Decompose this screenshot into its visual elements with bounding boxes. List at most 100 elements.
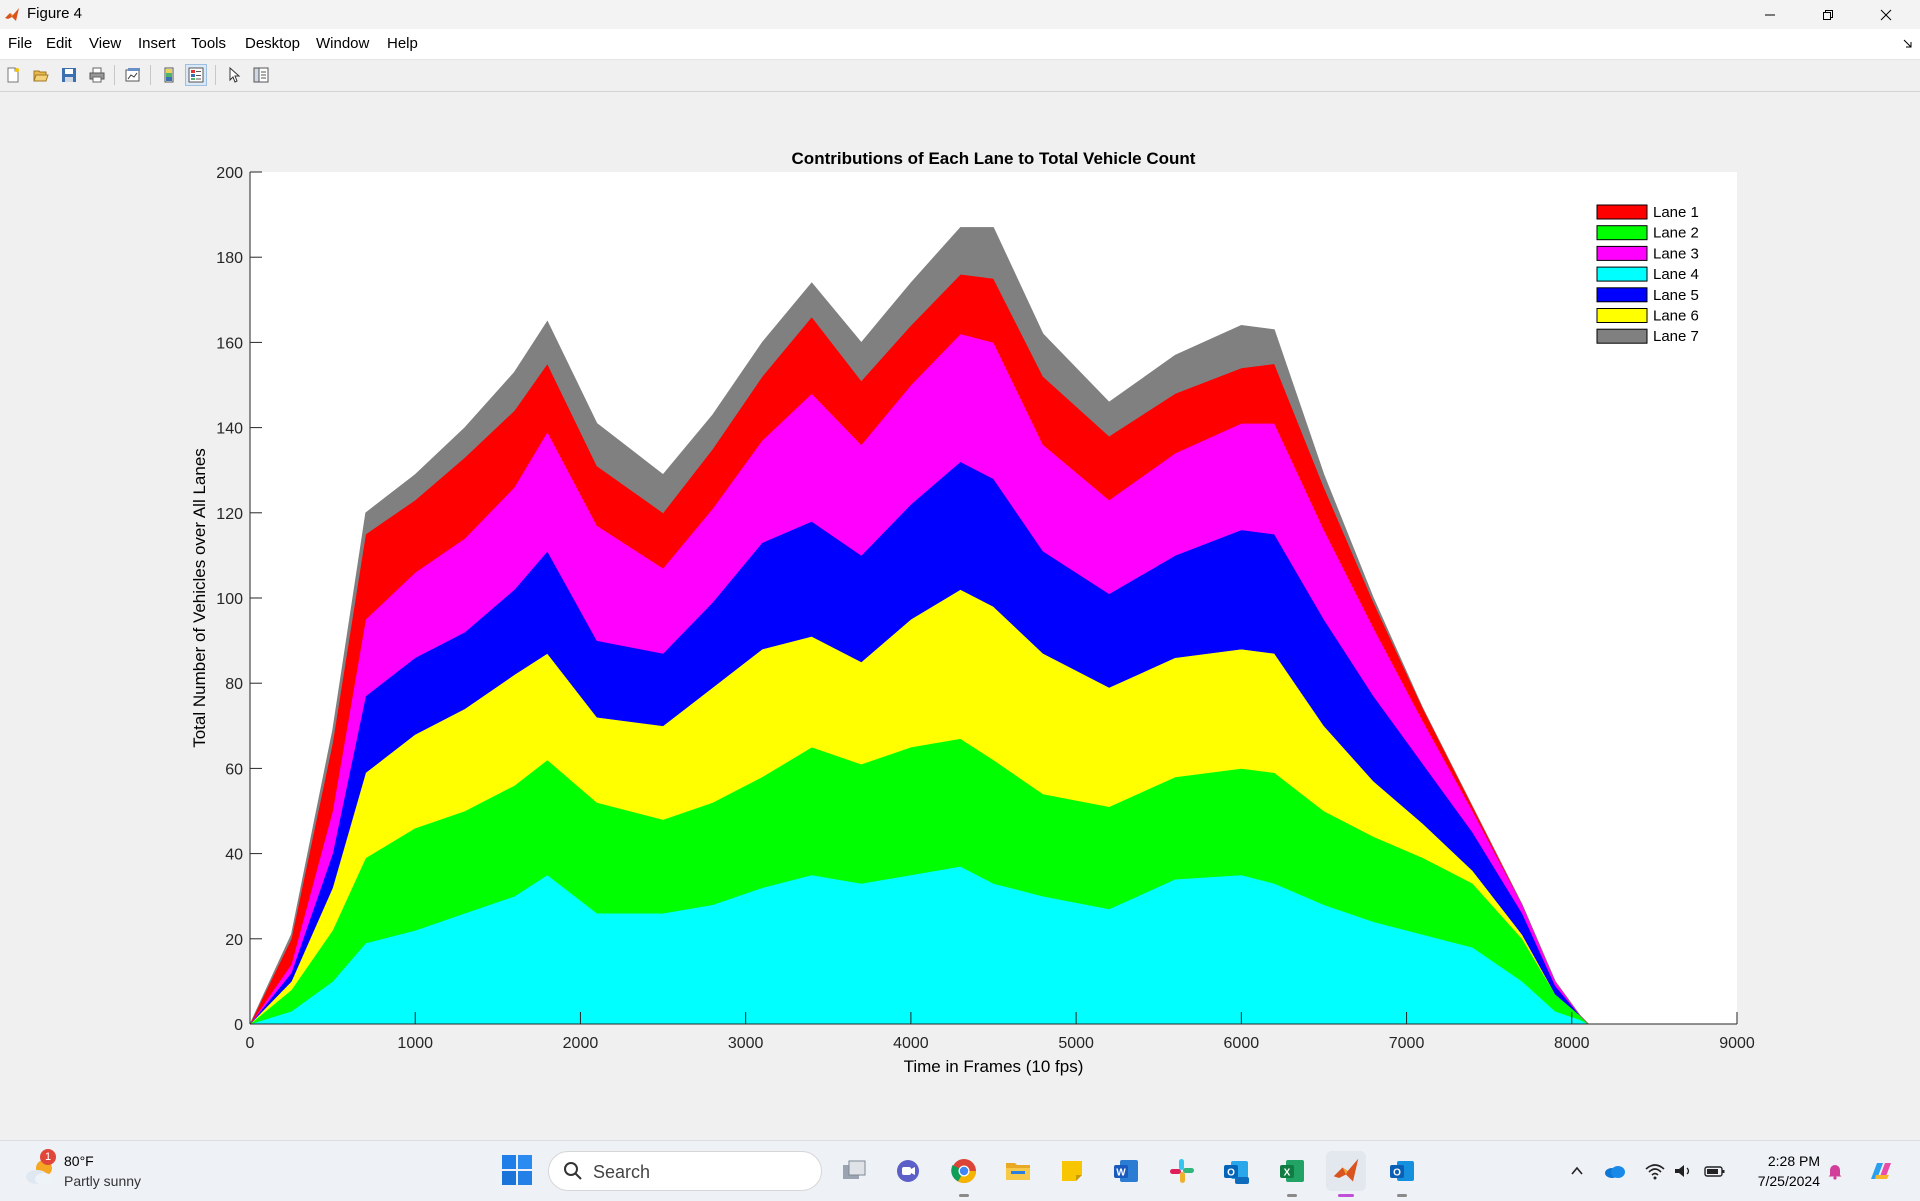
search-icon	[564, 1162, 582, 1180]
legend-label-lane-1: Lane 1	[1653, 204, 1699, 221]
file-explorer-app[interactable]	[998, 1151, 1038, 1191]
save-button[interactable]	[58, 64, 80, 86]
menu-window[interactable]: Window	[316, 35, 370, 52]
print-icon	[89, 67, 105, 83]
close-icon	[1880, 9, 1892, 20]
window-title: Figure 4	[27, 5, 83, 22]
new-figure-button[interactable]	[2, 64, 24, 86]
running-indicator	[1338, 1194, 1354, 1197]
chevron-up-icon	[1571, 1166, 1583, 1175]
slack-app[interactable]	[1162, 1151, 1202, 1191]
chrome-app[interactable]	[944, 1151, 984, 1197]
legend-label-lane-2: Lane 2	[1653, 225, 1699, 242]
teams-chat-button[interactable]	[888, 1151, 928, 1191]
menu-tools[interactable]: Tools	[191, 35, 227, 52]
windows-start-icon[interactable]	[500, 1153, 534, 1187]
toolbar	[0, 60, 1920, 92]
volume-button[interactable]	[1672, 1159, 1696, 1183]
svg-text:O: O	[1393, 1168, 1401, 1179]
taskbar-search-input[interactable]: Search	[548, 1151, 822, 1191]
legend-label-lane-5: Lane 5	[1653, 287, 1699, 304]
axes-group: 0 1000 2000 3000 4000 5000 6000 7000 8000 9000 0 20…	[216, 165, 1755, 1052]
edit-plot-button[interactable]	[223, 64, 245, 86]
y-tick-label: 140	[216, 421, 243, 438]
menu-view[interactable]: View	[89, 35, 122, 52]
menu-edit[interactable]: Edit	[46, 35, 72, 52]
running-indicator	[1397, 1194, 1407, 1197]
onedrive-button[interactable]	[1603, 1159, 1627, 1183]
menu-insert[interactable]: Insert	[138, 35, 176, 52]
open-file-button[interactable]	[30, 64, 52, 86]
print-button[interactable]	[86, 64, 108, 86]
x-tick-label: 9000	[1719, 1035, 1755, 1052]
property-inspector-icon	[253, 67, 269, 83]
colorbar-icon	[164, 67, 174, 83]
x-tick-label: 1000	[397, 1035, 433, 1052]
y-tick-label: 200	[216, 165, 243, 182]
restore-icon	[1823, 9, 1833, 20]
copilot-button[interactable]	[1866, 1159, 1896, 1183]
slack-icon	[1170, 1159, 1194, 1183]
restore-button[interactable]	[1799, 0, 1857, 29]
legend-swatch-lane-3	[1596, 245, 1648, 261]
x-tick-label: 8000	[1554, 1035, 1590, 1052]
search-placeholder: Search	[593, 1162, 651, 1182]
weather-widget[interactable]: 1 80°F Partly sunny	[22, 1149, 222, 1193]
chart-title: Contributions of Each Lane to Total Vehi…	[792, 149, 1196, 168]
excel-app[interactable]: X	[1272, 1151, 1312, 1197]
legend-button[interactable]	[185, 64, 207, 86]
outlook-new-icon: O	[1224, 1161, 1249, 1184]
dock-arrow-icon[interactable]	[1903, 39, 1913, 49]
running-indicator	[959, 1194, 969, 1197]
legend[interactable]: Lane 1 Lane 2 Lane 3 Lane 4 Lane 5 Lane 6 Lane…	[1592, 199, 1700, 354]
clock-date: 7/25/2024	[1757, 1173, 1820, 1189]
sticky-notes-app[interactable]	[1052, 1151, 1092, 1191]
minimize-button[interactable]	[1741, 0, 1799, 29]
title-bar: Figure 4	[0, 0, 1920, 29]
task-view-icon	[843, 1160, 866, 1179]
outlook-new-app[interactable]: O	[1216, 1151, 1256, 1191]
y-tick-label: 160	[216, 335, 243, 352]
show-hidden-icons-button[interactable]	[1565, 1159, 1589, 1183]
word-app[interactable]: W	[1106, 1151, 1146, 1191]
battery-button[interactable]	[1703, 1159, 1727, 1183]
area-series-group	[249, 227, 1737, 1025]
menu-help[interactable]: Help	[387, 35, 418, 52]
menu-file[interactable]: File	[8, 35, 33, 52]
menu-desktop[interactable]: Desktop	[245, 35, 301, 52]
weather-badge: 1	[40, 1149, 56, 1165]
y-tick-label: 180	[216, 250, 243, 267]
network-button[interactable]	[1643, 1159, 1667, 1183]
menu-bar: File Edit View Insert Tools Desktop Wind…	[0, 29, 1920, 60]
y-tick-label: 120	[216, 506, 243, 523]
chat-icon	[897, 1160, 919, 1182]
close-button[interactable]	[1857, 0, 1915, 29]
legend-swatch-lane-6	[1596, 308, 1648, 323]
x-tick-label: 2000	[563, 1035, 599, 1052]
colorbar-button[interactable]	[158, 64, 180, 86]
outlook-app[interactable]: O	[1382, 1151, 1422, 1197]
speaker-icon	[1675, 1165, 1690, 1177]
matlab-icon	[1333, 1158, 1359, 1182]
partly-sunny-icon	[26, 1160, 53, 1185]
chrome-icon	[951, 1159, 976, 1184]
task-view-button[interactable]	[834, 1151, 874, 1191]
toolbar-separator	[114, 65, 115, 85]
taskbar: 1 80°F Partly sunny Search W O X	[0, 1140, 1920, 1201]
wifi-icon	[1645, 1164, 1665, 1180]
folder-icon	[1006, 1163, 1030, 1180]
notifications-button[interactable]	[1823, 1159, 1847, 1183]
new-file-icon	[7, 67, 19, 83]
system-clock[interactable]: 2:28 PM 7/25/2024	[1730, 1151, 1820, 1191]
matlab-app[interactable]	[1326, 1151, 1366, 1197]
legend-label-lane-4: Lane 4	[1653, 266, 1699, 283]
battery-icon	[1704, 1166, 1725, 1177]
y-axis-label: Total Number of Vehicles over All Lanes	[190, 448, 209, 748]
legend-icon	[188, 67, 204, 83]
open-folder-icon	[33, 70, 49, 82]
y-tick-label: 80	[225, 676, 243, 693]
link-plot-button[interactable]	[122, 64, 144, 86]
sticky-notes-icon	[1062, 1161, 1082, 1181]
property-inspector-button[interactable]	[250, 64, 272, 86]
weather-condition: Partly sunny	[64, 1173, 142, 1189]
